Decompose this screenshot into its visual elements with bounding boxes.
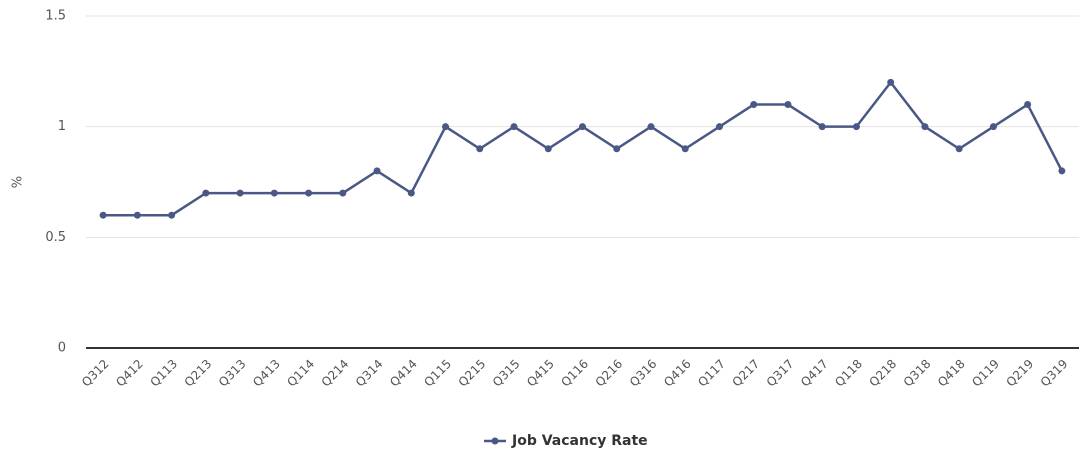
point (373, 167, 381, 175)
x-tick-label: Q413 (250, 357, 283, 390)
x-tick-label: Q116 (558, 357, 591, 390)
x-tick-label: Q118 (832, 357, 865, 390)
point (750, 101, 758, 109)
point (784, 101, 792, 109)
point (133, 211, 141, 219)
x-tick-label: Q319 (1038, 357, 1071, 390)
x-tick-label: Q415 (524, 357, 557, 390)
x-tick-label: Q214 (319, 357, 352, 390)
x-tick-label: Q115 (421, 357, 454, 390)
x-tick-label: Q418 (935, 357, 968, 390)
point (887, 78, 895, 86)
x-tick-label: Q119 (969, 357, 1002, 390)
x-tick-label: Q318 (901, 357, 934, 390)
x-tick-label: Q317 (764, 357, 797, 390)
point (1024, 101, 1032, 109)
point (681, 145, 689, 153)
x-tick-label: Q113 (147, 357, 180, 390)
x-tick-label: Q313 (216, 357, 249, 390)
x-tick-label: Q417 (798, 357, 831, 390)
x-tick-label: Q117 (695, 357, 728, 390)
point (613, 145, 621, 153)
point (305, 189, 313, 197)
point (339, 189, 347, 197)
point (989, 123, 997, 131)
x-tick-label: Q414 (387, 357, 420, 390)
y-tick-label: 0 (58, 341, 66, 356)
point (647, 123, 655, 131)
y-tick-label: 1 (58, 119, 66, 134)
point (407, 189, 415, 197)
x-tick-label: Q314 (353, 357, 386, 390)
point (715, 123, 723, 131)
x-tick-label: Q315 (490, 357, 523, 390)
legend-label: Job Vacancy Rate (511, 433, 648, 449)
x-tick-label: Q216 (593, 357, 626, 390)
point (818, 123, 826, 131)
x-tick-label: Q416 (661, 357, 694, 390)
point (579, 123, 586, 131)
point (921, 123, 929, 131)
x-tick-label: Q412 (113, 357, 146, 390)
y-tick-label: 0.5 (45, 230, 66, 245)
point (99, 211, 107, 219)
x-tick-label: Q312 (79, 357, 112, 390)
x-tick-label: Q114 (284, 357, 317, 390)
x-tick-label: Q219 (1003, 357, 1036, 390)
x-tick-label: Q316 (627, 357, 660, 390)
y-tick-label: 1.5 (45, 9, 66, 24)
point (476, 145, 484, 153)
point (168, 211, 176, 219)
point (442, 123, 450, 131)
x-tick-label: Q213 (182, 357, 215, 390)
legend-marker (491, 437, 499, 445)
point (1058, 167, 1066, 175)
x-tick-label: Q215 (456, 357, 489, 390)
point (202, 189, 210, 197)
point (510, 123, 518, 131)
point (236, 189, 244, 197)
y-axis-label: % (11, 176, 26, 188)
x-tick-label: Q218 (866, 357, 899, 390)
point (955, 145, 963, 153)
point (544, 145, 552, 153)
line (103, 80, 1063, 217)
x-tick-label: Q217 (730, 357, 763, 390)
point (852, 123, 860, 131)
point (270, 189, 278, 197)
